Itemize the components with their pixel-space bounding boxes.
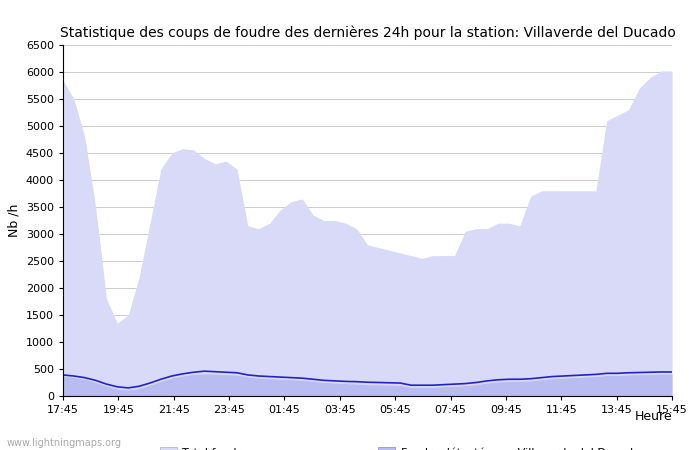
Text: www.lightningmaps.org: www.lightningmaps.org	[7, 438, 122, 448]
Legend: Total foudre, Moyenne de toutes les stations, Foudre détectée par Villaverde del: Total foudre, Moyenne de toutes les stat…	[160, 447, 640, 450]
Y-axis label: Nb /h: Nb /h	[7, 204, 20, 237]
Title: Statistique des coups de foudre des dernières 24h pour la station: Villaverde de: Statistique des coups de foudre des dern…	[60, 25, 676, 40]
Text: Heure: Heure	[634, 410, 672, 423]
